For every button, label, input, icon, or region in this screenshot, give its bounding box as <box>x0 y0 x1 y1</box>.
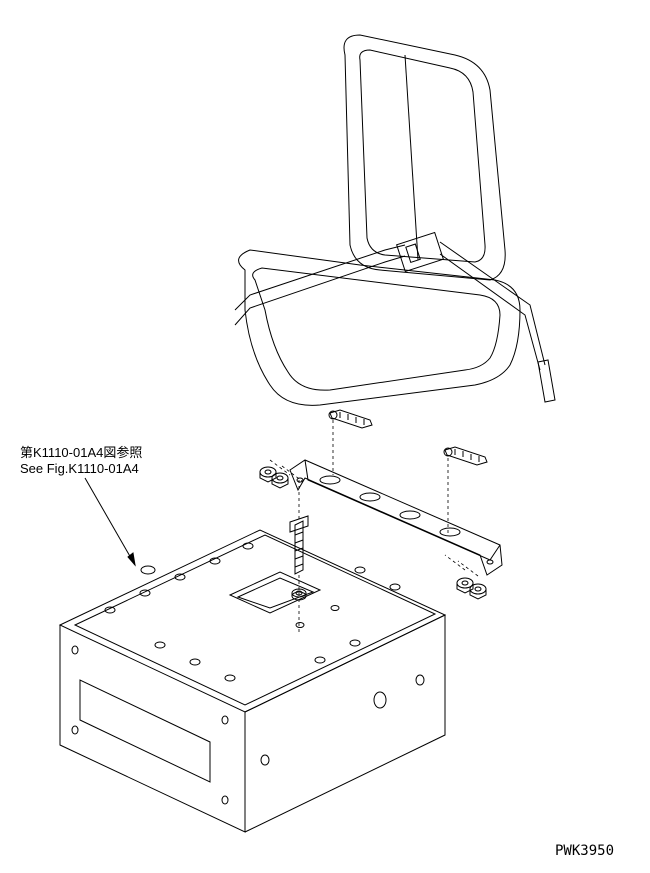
seat-bolt-right <box>444 447 487 465</box>
drawing-id: PWK3950 <box>555 843 614 859</box>
seatbelt <box>235 233 555 402</box>
reference-label-en: See Fig.K1110-01A4 <box>20 461 139 478</box>
seat-bolt-left <box>329 410 372 428</box>
nut-4 <box>470 584 486 599</box>
diagram-container: 第K1110-01A4図参照 See Fig.K1110-01A4 PWK395… <box>0 0 650 873</box>
seat-backrest <box>344 35 505 280</box>
seat-cushion <box>239 250 520 405</box>
base-plate <box>60 530 445 832</box>
seat-bracket <box>290 460 502 575</box>
reference-label-jp: 第K1110-01A4図参照 <box>20 445 142 462</box>
leader-line <box>85 478 135 565</box>
seat-diagram-svg <box>0 0 650 873</box>
